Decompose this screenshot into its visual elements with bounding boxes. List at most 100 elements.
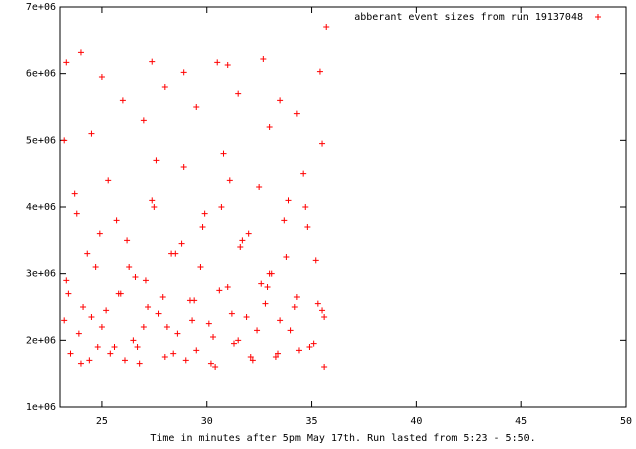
point [312, 257, 319, 264]
point [302, 204, 309, 210]
point [151, 204, 158, 210]
x-tick-label: 30 [201, 416, 213, 427]
point [121, 357, 128, 364]
point [140, 324, 147, 330]
y-tick-label: 2e+06 [26, 335, 56, 346]
point [220, 150, 227, 157]
point [254, 327, 261, 334]
point [237, 244, 244, 250]
point [304, 224, 311, 230]
point [113, 217, 120, 224]
point [149, 197, 156, 204]
point [281, 217, 288, 224]
point [210, 334, 217, 340]
point [287, 327, 294, 334]
point [136, 360, 143, 367]
point [191, 297, 198, 304]
point [92, 264, 99, 270]
y-tick-label: 7e+06 [26, 2, 56, 13]
point [201, 210, 208, 217]
point [161, 84, 168, 90]
x-tick-label: 35 [306, 416, 318, 427]
point [277, 97, 284, 104]
point [77, 360, 84, 367]
point [75, 330, 82, 337]
point [275, 350, 282, 357]
point [293, 110, 300, 117]
point [163, 324, 170, 330]
y-tick-label: 4e+06 [26, 202, 56, 213]
point [134, 344, 141, 350]
point [84, 250, 91, 257]
point [266, 270, 273, 277]
point [295, 347, 302, 354]
point [98, 74, 105, 80]
y-tick-label: 1e+06 [26, 402, 56, 413]
point [314, 300, 321, 307]
point [235, 337, 242, 344]
point [293, 294, 300, 300]
point [245, 230, 252, 237]
x-tick-label: 40 [410, 416, 422, 427]
point [77, 49, 84, 56]
plot-border [59, 6, 627, 408]
point [285, 197, 292, 204]
point [172, 250, 179, 257]
point [63, 59, 70, 66]
point [61, 317, 68, 324]
y-tick-label: 3e+06 [26, 269, 56, 280]
point [80, 304, 87, 310]
point [197, 264, 204, 270]
point [140, 117, 147, 124]
point [180, 164, 187, 170]
point [105, 177, 112, 184]
point [61, 137, 68, 144]
point [103, 307, 110, 314]
point [321, 364, 328, 370]
point [224, 62, 231, 68]
point [243, 314, 250, 320]
point [98, 324, 105, 330]
point [226, 177, 233, 184]
point [212, 364, 219, 370]
point [159, 294, 166, 300]
point [145, 304, 152, 310]
point [107, 350, 114, 357]
point [323, 24, 330, 30]
point [142, 277, 149, 284]
point [130, 337, 137, 344]
y-tick-label: 6e+06 [26, 69, 56, 80]
point [73, 210, 80, 217]
point [249, 357, 256, 364]
point [228, 310, 235, 317]
point [224, 284, 231, 290]
point [180, 69, 187, 76]
point [65, 290, 72, 297]
point [178, 240, 185, 247]
point [161, 354, 168, 360]
point [300, 170, 307, 177]
point [283, 254, 290, 260]
y-tick-label: 5e+06 [26, 135, 56, 146]
point [218, 204, 225, 210]
point [262, 300, 269, 307]
x-tick-label: 25 [96, 416, 108, 427]
point [256, 184, 263, 190]
point [170, 350, 177, 357]
point [205, 320, 212, 327]
point [272, 354, 279, 360]
point [132, 274, 139, 280]
point [319, 307, 326, 314]
point [86, 357, 93, 364]
point [88, 130, 95, 137]
point [266, 124, 273, 130]
point [63, 277, 70, 284]
point [199, 224, 206, 230]
x-axis-label: Time in minutes after 5pm May 17th. Run … [150, 433, 535, 444]
point [88, 314, 95, 320]
point [260, 56, 267, 62]
point [207, 360, 214, 367]
point [235, 90, 242, 97]
point [258, 280, 265, 287]
